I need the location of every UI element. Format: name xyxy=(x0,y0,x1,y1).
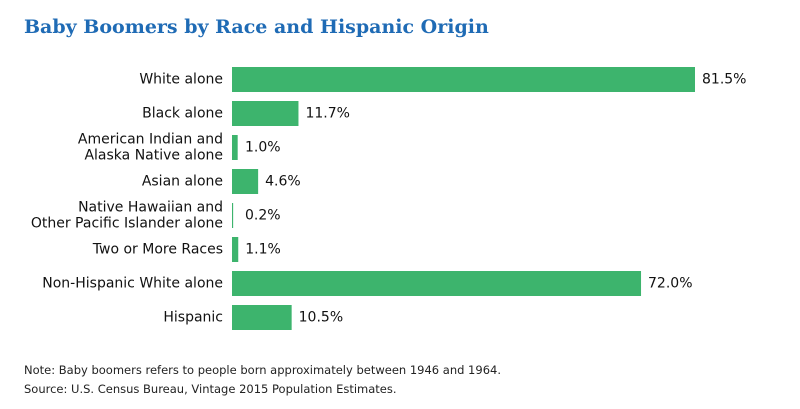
category-label-line: Two or More Races xyxy=(92,242,223,258)
category-label-line: American Indian and xyxy=(78,132,223,148)
bar-3 xyxy=(232,169,259,194)
category-label-2: American Indian and Alaska Native alone xyxy=(78,132,223,164)
category-label-line: Asian alone xyxy=(142,174,223,190)
category-label-7: Hispanic xyxy=(163,310,223,326)
bar-2 xyxy=(232,135,238,160)
category-label-3: Asian alone xyxy=(142,174,223,190)
bar-7 xyxy=(232,305,292,330)
bar-4 xyxy=(232,203,234,228)
bar-5 xyxy=(232,237,239,262)
value-label-7: 10.5% xyxy=(299,310,343,326)
category-label-1: Black alone xyxy=(142,106,223,122)
category-label-4: Native Hawaiian and Other Pacific Islande… xyxy=(31,200,223,232)
category-label-line: Black alone xyxy=(142,106,223,122)
bar-6 xyxy=(232,271,642,296)
category-label-0: White alone xyxy=(139,72,223,88)
chart-note: Note: Baby boomers refers to people born… xyxy=(24,363,501,377)
category-label-line: Non-Hispanic White alone xyxy=(42,276,223,292)
value-label-0: 81.5% xyxy=(702,72,746,88)
bar-0 xyxy=(232,67,695,92)
category-label-line: Native Hawaiian and xyxy=(78,200,223,216)
chart-title: Baby Boomers by Race and Hispanic Origin xyxy=(24,16,489,38)
value-label-2: 1.0% xyxy=(245,140,281,156)
category-label-6: Non-Hispanic White alone xyxy=(42,276,223,292)
value-label-5: 1.1% xyxy=(245,242,281,258)
bar-1 xyxy=(232,101,299,126)
value-label-3: 4.6% xyxy=(265,174,301,190)
category-label-line: White alone xyxy=(139,72,223,88)
category-label-line: Other Pacific Islander alone xyxy=(31,216,223,232)
value-label-1: 11.7% xyxy=(305,106,349,122)
value-label-4: 0.2% xyxy=(245,208,281,224)
chart-source: Source: U.S. Census Bureau, Vintage 2015… xyxy=(24,382,397,396)
value-label-6: 72.0% xyxy=(648,276,692,292)
category-label-5: Two or More Races xyxy=(92,242,223,258)
category-label-line: Hispanic xyxy=(163,310,223,326)
category-label-line: Alaska Native alone xyxy=(84,148,223,164)
